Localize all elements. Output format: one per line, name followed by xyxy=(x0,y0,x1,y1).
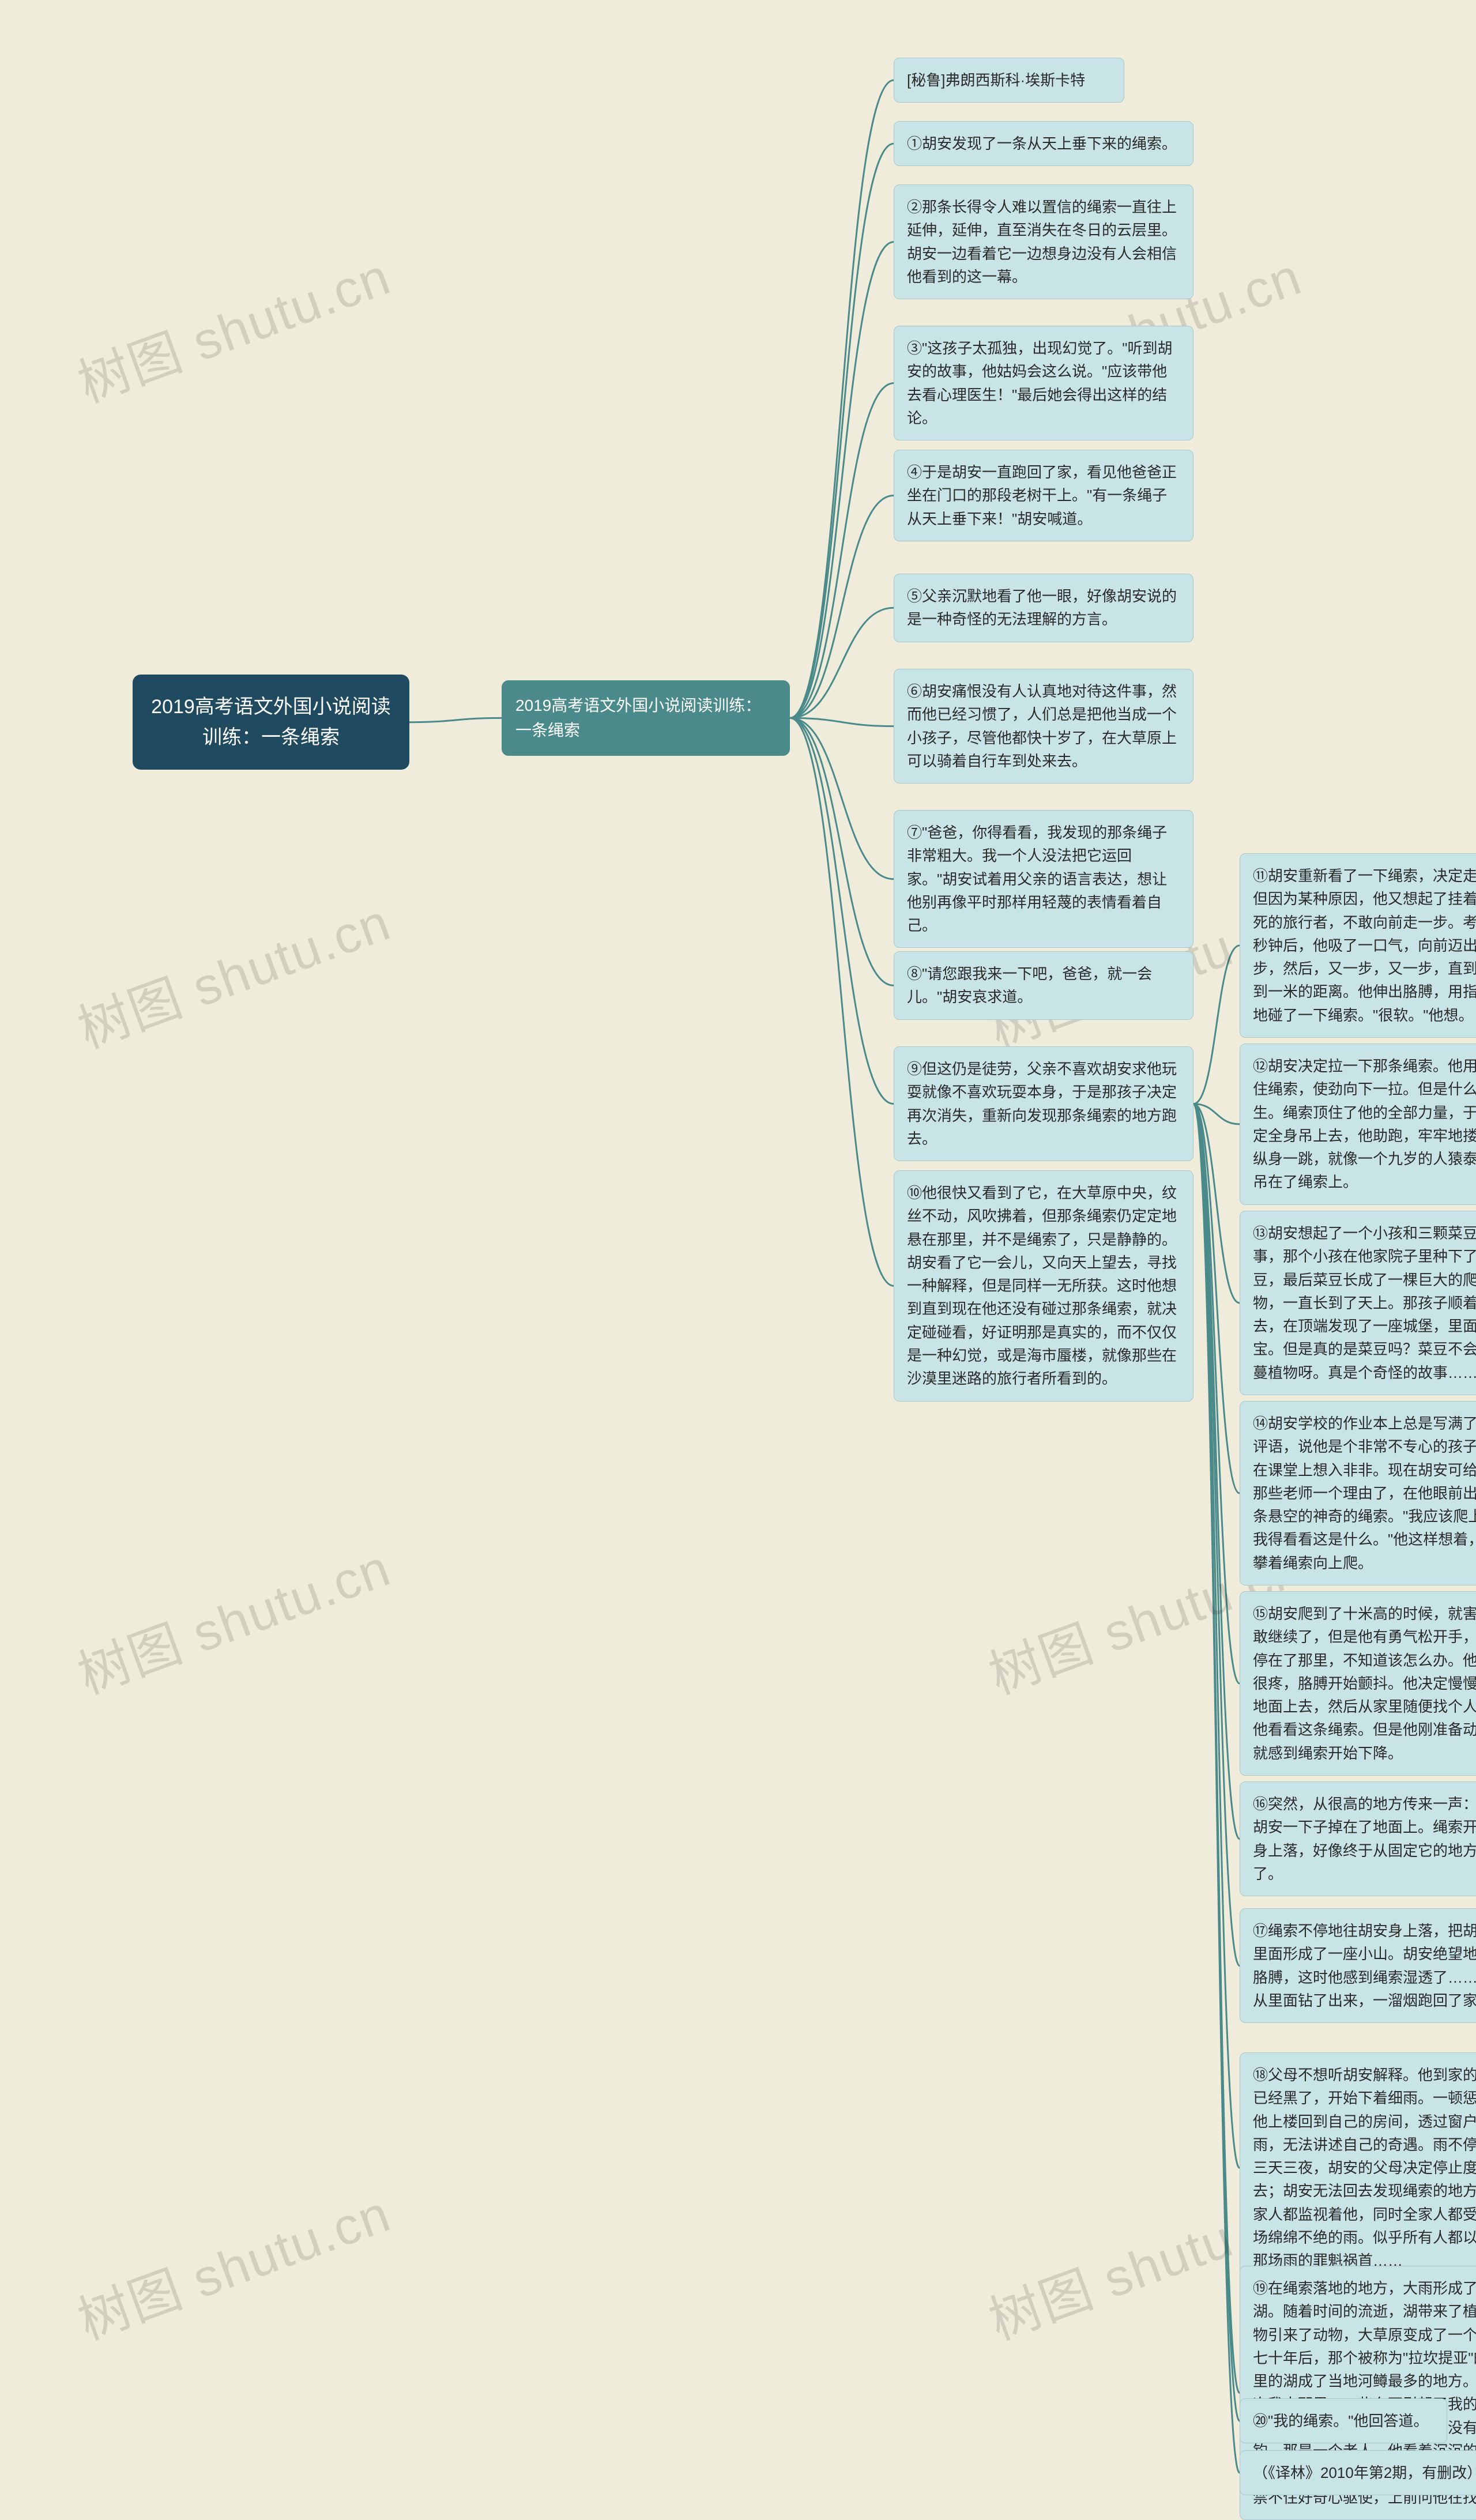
mindmap-leaf-a-10: ⑩他很快又看到了它，在大草原中央，纹丝不动，风吹拂着，但那条绳索仍定定地悬在那里… xyxy=(894,1170,1193,1402)
connector-line xyxy=(790,718,894,726)
connector-line xyxy=(1193,1104,1240,1303)
connector-line xyxy=(790,80,894,718)
connector-line xyxy=(790,242,894,718)
connector-line xyxy=(1193,1104,1240,1683)
connector-line xyxy=(1193,1104,1240,2421)
connector-line xyxy=(790,718,894,1286)
mindmap-leaf-a-0: [秘鲁]弗朗西斯科·埃斯卡特 xyxy=(894,58,1124,103)
mindmap-root: 2019高考语文外国小说阅读训练：一条绳索 xyxy=(133,675,409,770)
connector-line xyxy=(409,718,502,722)
connector-line xyxy=(1193,946,1240,1104)
mindmap-leaf-b-6: ⑰绳索不停地往胡安身上落，把胡安埋在里面形成了一座小山。胡安绝望地挪动着胳膊，这… xyxy=(1240,1908,1476,2023)
mindmap-leaf-a-5: ⑤父亲沉默地看了他一眼，好像胡安说的是一种奇怪的无法理解的方言。 xyxy=(894,574,1193,642)
mindmap-leaf-b-5: ⑯突然，从很高的地方传来一声：砰……胡安一下子掉在了地面上。绳索开始往他身上落，… xyxy=(1240,1781,1476,1896)
mindmap-leaf-a-6: ⑥胡安痛恨没有人认真地对待这件事，然而他已经习惯了，人们总是把他当成一个小孩子，… xyxy=(894,669,1193,784)
mindmap-leaf-b-7: ⑱父母不想听胡安解释。他到家的时候天已经黑了，开始下着细雨。一顿惩罚后，他上楼回… xyxy=(1240,2052,1476,2284)
watermark-text: 树图 shutu.cn xyxy=(66,235,399,417)
connector-line xyxy=(1193,1104,1240,1124)
connector-line xyxy=(790,608,894,718)
mindmap-leaf-b-9: ⑳"我的绳索。"他回答道。 xyxy=(1240,2398,1447,2443)
mindmap-leaf-b-0: ⑪胡安重新看了一下绳索，决定走过去。但因为某种原因，他又想起了挂着绳索渴死的旅行… xyxy=(1240,853,1476,1038)
connector-line xyxy=(1193,1104,1240,1493)
connector-line xyxy=(790,144,894,718)
mindmap-leaf-a-1: ①胡安发现了一条从天上垂下来的绳索。 xyxy=(894,121,1193,166)
mindmap-leaf-a-9: ⑨但这仍是徒劳，父亲不喜欢胡安求他玩耍就像不喜欢玩耍本身，于是那孩子决定再次消失… xyxy=(894,1046,1193,1161)
mindmap-branch-1: 2019高考语文外国小说阅读训练：一条绳索 xyxy=(502,680,790,756)
mindmap-leaf-b-1: ⑫胡安决定拉一下那条绳索。他用双手抓住绳索，使劲向下一拉。但是什么也没发生。绳索… xyxy=(1240,1044,1476,1205)
mindmap-leaf-b-2: ⑬胡安想起了一个小孩和三颗菜豆的故事，那个小孩在他家院子里种下了三颗菜豆，最后菜… xyxy=(1240,1211,1476,1395)
connector-line xyxy=(1193,1104,1240,1839)
connector-line xyxy=(1193,1104,1240,2393)
mindmap-leaf-a-2: ②那条长得令人难以置信的绳索一直往上延伸，延伸，直至消失在冬日的云层里。胡安一边… xyxy=(894,184,1193,299)
mindmap-leaf-a-3: ③"这孩子太孤独，出现幻觉了。"听到胡安的故事，他姑妈会这么说。"应该带他去看心… xyxy=(894,326,1193,440)
connector-line xyxy=(790,718,894,879)
connector-line xyxy=(1193,1104,1240,2473)
mindmap-leaf-a-7: ⑦"爸爸，你得看看，我发现的那条绳子非常粗大。我一个人没法把它运回家。"胡安试着… xyxy=(894,810,1193,948)
connector-line xyxy=(790,383,894,718)
connector-line xyxy=(1193,1104,1240,1966)
connector-line xyxy=(790,718,894,985)
connector-line xyxy=(790,495,894,718)
mindmap-leaf-a-4: ④于是胡安一直跑回了家，看见他爸爸正坐在门口的那段老树干上。"有一条绳子从天上垂… xyxy=(894,450,1193,541)
watermark-text: 树图 shutu.cn xyxy=(66,880,399,1063)
mindmap-leaf-b-10: （《译林》2010年第2期，有删改） xyxy=(1240,2450,1476,2495)
watermark-text: 树图 shutu.cn xyxy=(66,2172,399,2354)
watermark-text: 树图 shutu.cn xyxy=(66,1526,399,1708)
connector-line xyxy=(790,718,894,1103)
mindmap-leaf-b-3: ⑭胡安学校的作业本上总是写满了老师的评语，说他是个非常不专心的孩子，喜欢在课堂上… xyxy=(1240,1401,1476,1585)
mindmap-leaf-a-8: ⑧"请您跟我来一下吧，爸爸，就一会儿。"胡安哀求道。 xyxy=(894,951,1193,1020)
connector-line xyxy=(1193,1104,1240,2168)
mindmap-leaf-b-4: ⑮胡安爬到了十米高的时候，就害怕得不敢继续了，但是他有勇气松开手，于是就停在了那… xyxy=(1240,1591,1476,1776)
